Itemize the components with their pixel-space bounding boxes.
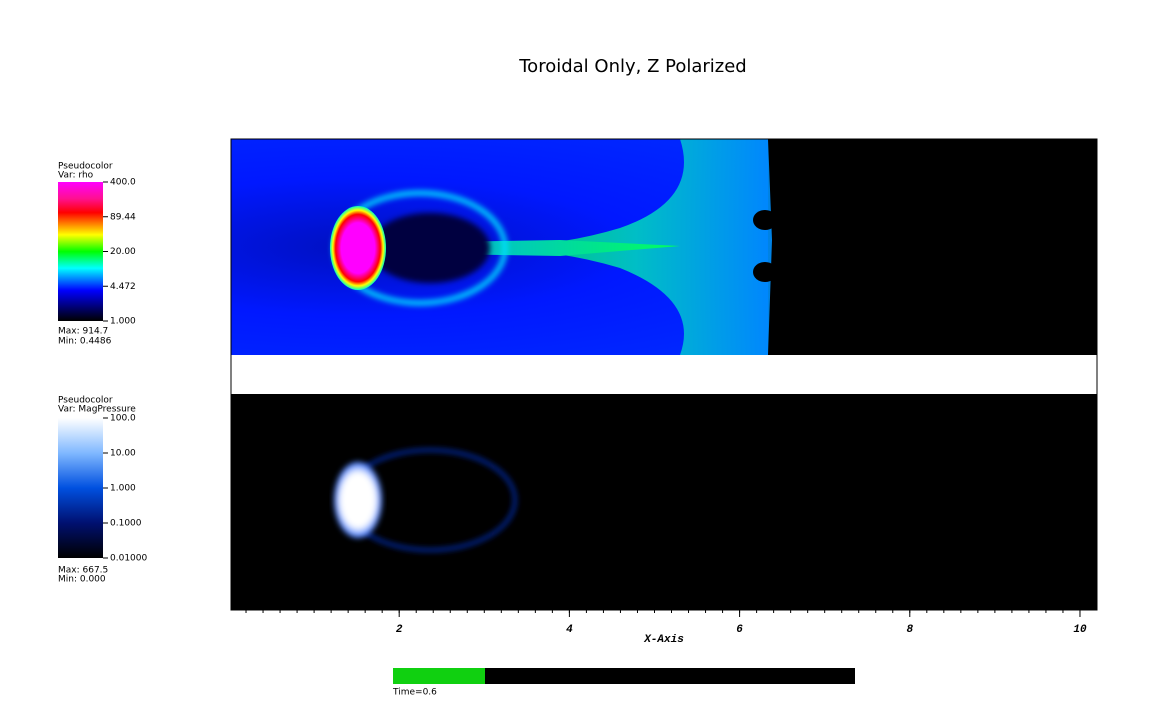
legend-tick-label: 1.000	[110, 317, 136, 327]
time-label: Time=0.6	[392, 688, 437, 698]
legend-var: Var: MagPressure	[58, 405, 136, 415]
legend-tick-label: 100.0	[110, 414, 136, 424]
legend-ticks: 400.0 89.44 20.00 4.472 1.000 100.0 10.00 1.000…	[103, 178, 147, 564]
x-tick-label: 10	[1073, 624, 1087, 636]
rho-plot	[231, 139, 1097, 355]
legend-tick-label: 10.00	[110, 449, 136, 459]
legend-tick-label: 89.44	[110, 212, 136, 222]
x-axis: 2 4 6 8 10	[245, 610, 1087, 636]
legend-min: Min: 0.4486	[58, 337, 112, 347]
x-axis-label: X-Axis	[643, 634, 684, 646]
legend-tick-label: 0.1000	[110, 519, 142, 529]
title: Toroidal Only, Z Polarized	[518, 56, 746, 77]
plot-frame	[230, 138, 1098, 611]
legend-max: Max: 667.5	[58, 566, 108, 576]
legend-plot: Pseudocolor	[58, 162, 113, 172]
legend-mag: Pseudocolor Var: MagPressure Max: 667.5 …	[58, 396, 136, 585]
legend-max: Max: 914.7	[58, 327, 108, 337]
legend-tick-label: 4.472	[110, 282, 136, 292]
legend-tick-label: 400.0	[110, 178, 136, 188]
time-slider: Time=0.6	[392, 668, 855, 698]
legend-rho: Pseudocolor Var: rho Max: 914.7 Min: 0.4…	[58, 162, 113, 347]
legend-tick-label: 20.00	[110, 247, 136, 257]
x-tick-label: 4	[566, 624, 573, 636]
x-tick-label: 2	[396, 624, 403, 636]
x-tick-label: 6	[736, 624, 743, 636]
legend-plot: Pseudocolor	[58, 396, 113, 406]
x-tick-label: 8	[906, 624, 913, 636]
legend-min: Min: 0.000	[58, 575, 106, 585]
mag-plot	[231, 394, 1097, 610]
legend-tick-label: 1.000	[110, 484, 136, 494]
legend-var: Var: rho	[58, 171, 94, 181]
legend-tick-label: 0.01000	[110, 554, 147, 564]
